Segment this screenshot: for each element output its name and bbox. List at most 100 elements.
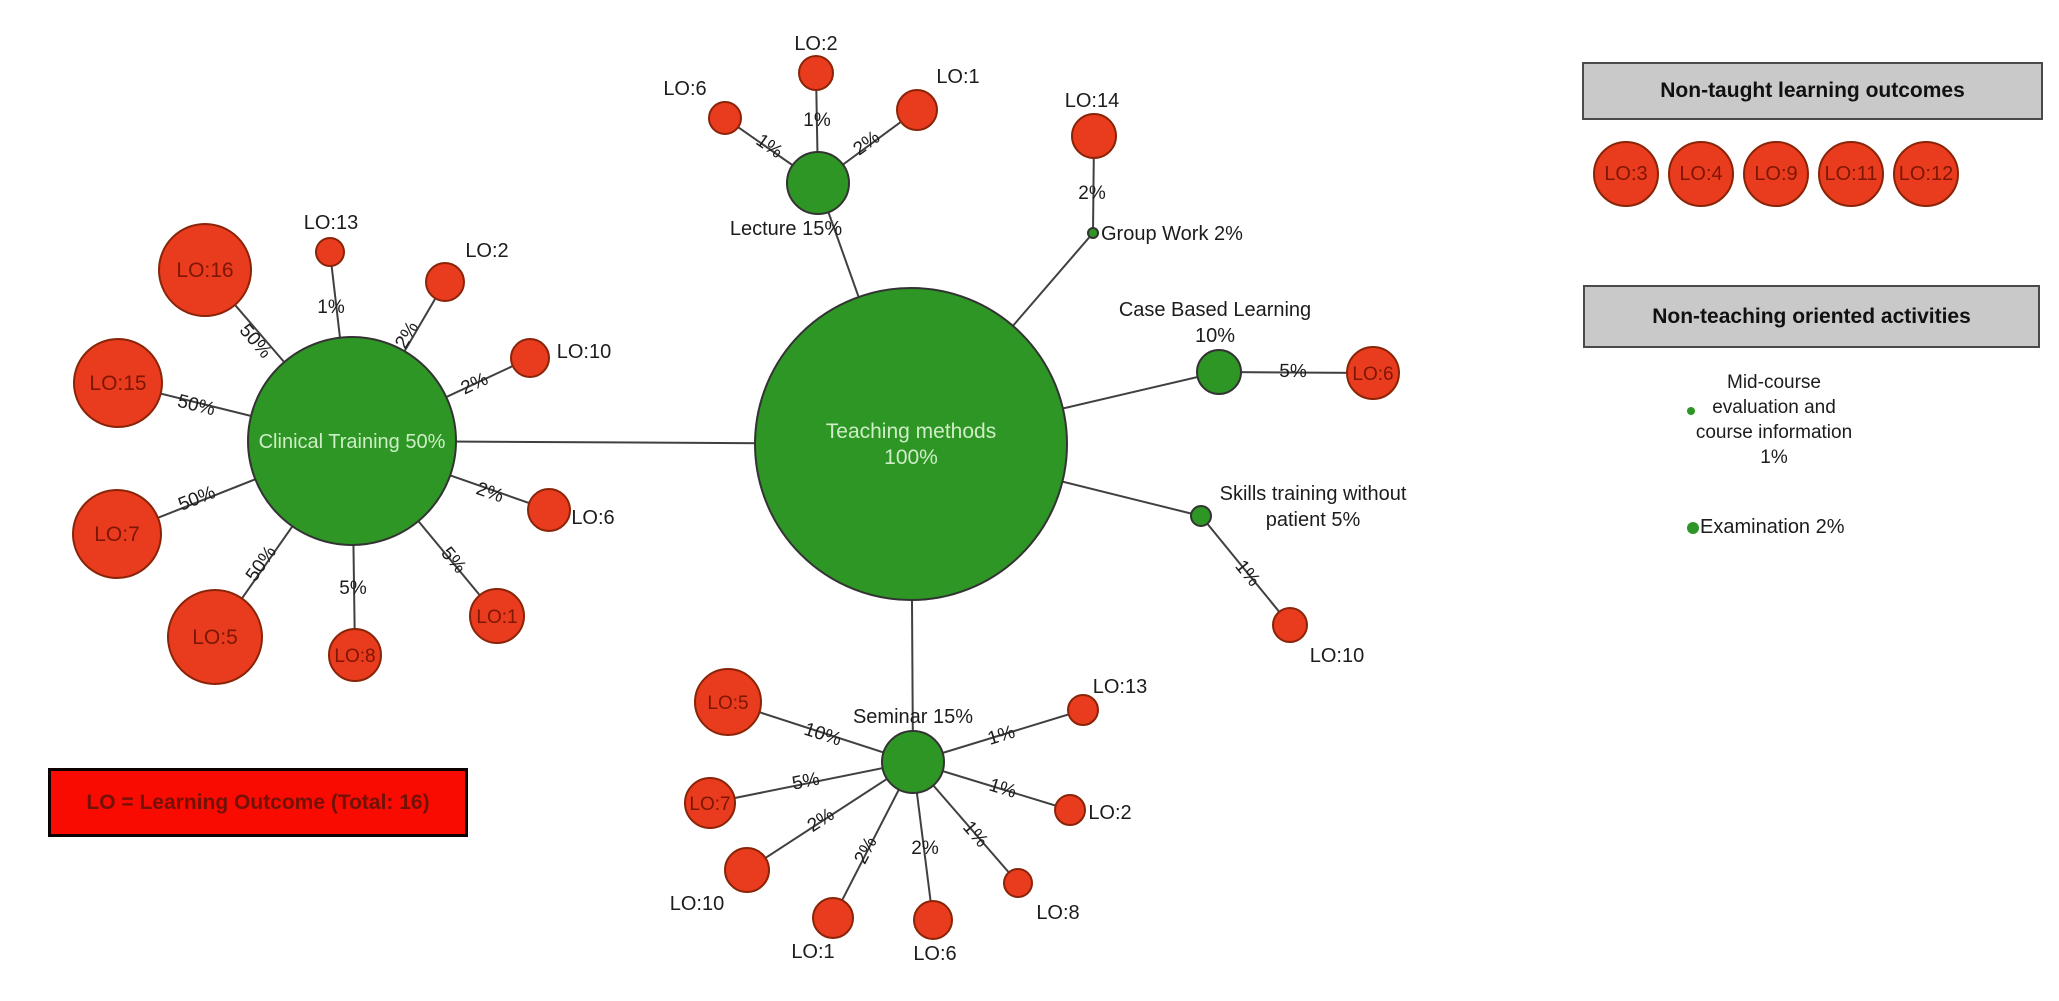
- node-label-groupwork: Group Work 2%: [1101, 223, 1243, 245]
- node-cl_lo15: [73, 338, 163, 428]
- node-label-cl_lo15: LO:15: [89, 372, 146, 395]
- node-cl_lo2: [425, 262, 465, 302]
- non-taught-header: Non-taught learning outcomes: [1582, 62, 2043, 120]
- non-taught-circles-row: LO:3 LO:4 LO:9 LO:11 LO:12: [1593, 141, 1959, 207]
- non-taught-circle-label: LO:9: [1754, 162, 1798, 185]
- node-gw_lo14: [1071, 113, 1117, 159]
- node-cl_lo7: [72, 489, 162, 579]
- edge-label-clinical-cl_lo8: 5%: [339, 578, 367, 599]
- node-label-cl_lo2: LO:2: [465, 240, 508, 262]
- node-sem_lo13: [1067, 694, 1099, 726]
- non-taught-circle-lo12: LO:12: [1893, 141, 1959, 207]
- edge-skills-sk_lo10: [1200, 515, 1291, 626]
- node-teaching: [754, 287, 1068, 601]
- node-sem_lo1: [812, 897, 854, 939]
- node-label-lec_lo1: LO:1: [936, 66, 979, 88]
- node-sem_lo5: [694, 668, 762, 736]
- edge-label-clinical-cl_lo5: 50%: [242, 542, 281, 585]
- node-lecture: [786, 151, 850, 215]
- edge-seminar-sem_lo7: [709, 761, 914, 804]
- node-cl_lo13: [315, 237, 345, 267]
- node-skills: [1190, 505, 1212, 527]
- edge-label-lecture-lec_lo2: 1%: [803, 110, 831, 131]
- node-cbl_lo6: [1346, 346, 1400, 400]
- node-label-cl_lo8: LO:8: [334, 646, 375, 667]
- node-label-sem_lo13: LO:13: [1093, 676, 1147, 698]
- node-label-seminar: Seminar 15%: [853, 706, 973, 728]
- edge-label-seminar-sem_lo10: 2%: [804, 804, 839, 837]
- node-label-sem_lo5: LO:5: [707, 693, 748, 714]
- node-sem_lo10: [724, 847, 770, 893]
- node-lec_lo6: [708, 101, 742, 135]
- node-label-lecture: Lecture 15%: [730, 218, 843, 240]
- node-label-clinical: Clinical Training 50%: [259, 431, 446, 453]
- node-label-cl_lo1: LO:1: [476, 607, 517, 628]
- edge-label-cbl-cbl_lo6: 5%: [1279, 361, 1307, 382]
- node-seminar: [881, 730, 945, 794]
- examination-dot-icon: [1687, 521, 1699, 534]
- edge-label-seminar-sem_lo5: 10%: [801, 719, 844, 751]
- non-taught-circle-label: LO:11: [1824, 162, 1878, 185]
- node-groupwork: [1087, 227, 1099, 239]
- node-lec_lo1: [896, 89, 938, 131]
- non-taught-circle-label: LO:3: [1604, 162, 1648, 185]
- non-teaching-header: Non-teaching oriented activities: [1583, 285, 2040, 348]
- node-label-cl_lo7: LO:7: [94, 523, 140, 546]
- edge-label-clinical-cl_lo6: 2%: [473, 478, 506, 507]
- edge-label-seminar-sem_lo13: 1%: [985, 722, 1018, 750]
- edge-label-clinical-cl_lo13: 1%: [317, 297, 345, 318]
- edge-label-seminar-sem_lo6: 2%: [911, 838, 939, 859]
- node-label-sem_lo7: LO:7: [689, 794, 730, 815]
- node-cl_lo6: [527, 488, 571, 532]
- node-cl_lo10: [510, 338, 550, 378]
- node-label-sem_lo10: LO:10: [670, 893, 724, 915]
- examination-item: Examination 2%: [1687, 516, 1845, 539]
- node-sem_lo6: [913, 900, 953, 940]
- node-cl_lo8: [328, 628, 382, 682]
- node-sk_lo10: [1272, 607, 1308, 643]
- edge-label-clinical-cl_lo15: 50%: [175, 391, 217, 421]
- node-sem_lo8: [1003, 868, 1033, 898]
- node-cl_lo1: [469, 588, 525, 644]
- node-clinical: [247, 336, 457, 546]
- non-taught-circle-lo9: LO:9: [1743, 141, 1809, 207]
- node-lec_lo2: [798, 55, 834, 91]
- node-label-cbl: Case Based Learning 10%: [1119, 299, 1311, 347]
- node-label-skills: Skills training without patient 5%: [1220, 483, 1407, 531]
- node-label-lec_lo6: LO:6: [663, 78, 706, 100]
- node-sem_lo2: [1054, 794, 1086, 826]
- node-label-cl_lo5: LO:5: [192, 626, 238, 649]
- node-label-sem_lo1: LO:1: [791, 941, 834, 963]
- node-label-gw_lo14: LO:14: [1065, 90, 1119, 112]
- edge-label-clinical-cl_lo16: 50%: [235, 320, 276, 363]
- node-label-cl_lo6: LO:6: [571, 507, 614, 529]
- non-taught-circle-label: LO:4: [1679, 162, 1723, 185]
- non-taught-circle-lo4: LO:4: [1668, 141, 1734, 207]
- legend-box: LO = Learning Outcome (Total: 16): [48, 768, 468, 837]
- node-label-sk_lo10: LO:10: [1310, 645, 1364, 667]
- non-taught-circle-lo11: LO:11: [1818, 141, 1884, 207]
- edge-seminar-sem_lo10: [746, 761, 914, 871]
- edge-label-clinical-cl_lo10: 2%: [458, 369, 492, 400]
- node-label-sem_lo6: LO:6: [913, 943, 956, 965]
- edge-label-clinical-cl_lo7: 50%: [175, 482, 218, 516]
- edge-label-seminar-sem_lo7: 5%: [790, 769, 821, 795]
- node-label-teaching: Teaching methods 100%: [826, 420, 996, 469]
- node-label-sem_lo8: LO:8: [1036, 902, 1079, 924]
- non-taught-circle-label: LO:12: [1898, 162, 1954, 185]
- node-label-sem_lo2: LO:2: [1088, 802, 1131, 824]
- node-label-cbl_lo6: LO:6: [1352, 364, 1393, 385]
- non-taught-circle-lo3: LO:3: [1593, 141, 1659, 207]
- node-sem_lo7: [684, 777, 736, 829]
- node-cbl: [1196, 349, 1242, 395]
- node-cl_lo5: [167, 589, 263, 685]
- node-label-cl_lo13: LO:13: [304, 212, 358, 234]
- midcourse-dot-icon: [1687, 407, 1695, 415]
- examination-label: Examination 2%: [1700, 516, 1845, 538]
- edge-label-seminar-sem_lo2: 1%: [986, 775, 1019, 803]
- midcourse-evaluation-label: Mid-course evaluation and course informa…: [1695, 372, 1853, 468]
- node-label-lec_lo2: LO:2: [794, 33, 837, 55]
- node-label-cl_lo16: LO:16: [176, 259, 233, 282]
